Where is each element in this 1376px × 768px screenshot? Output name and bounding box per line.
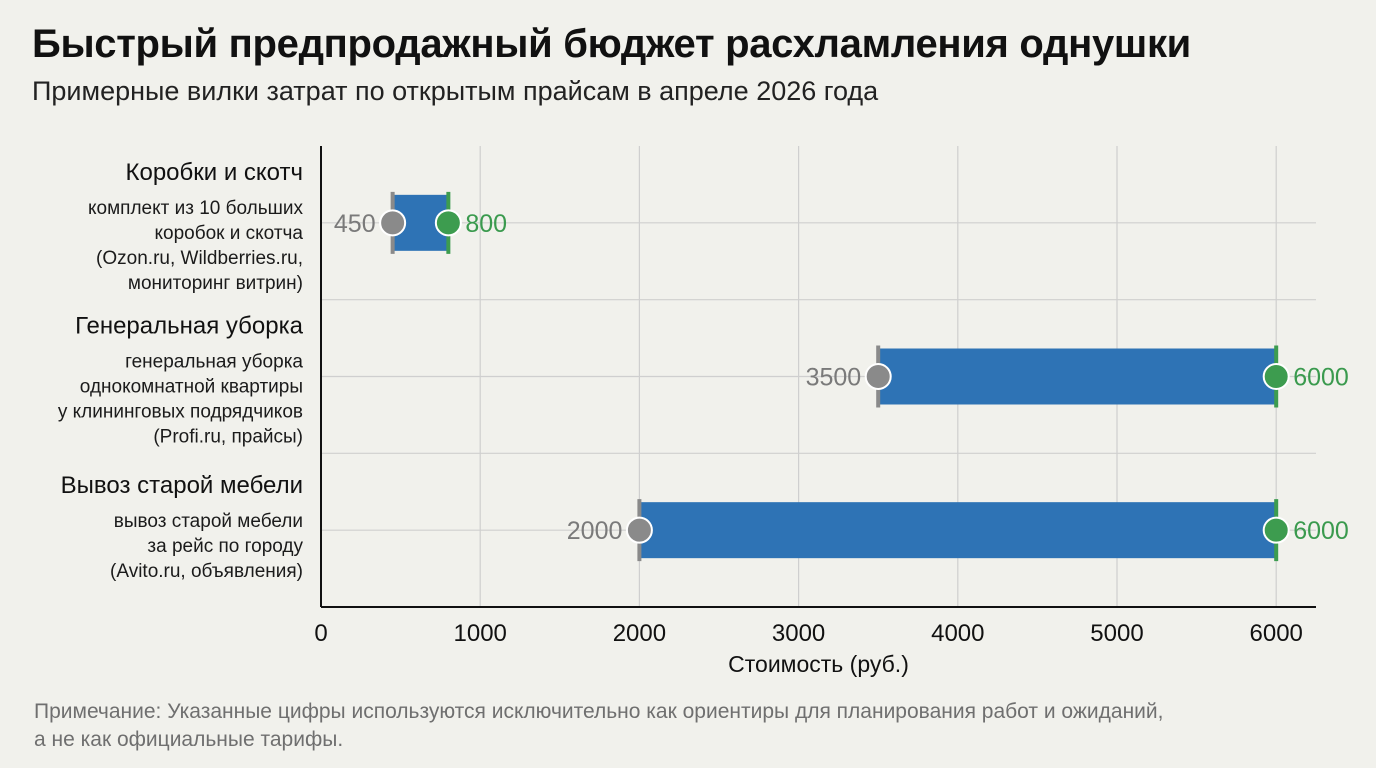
max-value-label: 6000 bbox=[1293, 517, 1349, 545]
footnote-line-2: а не как официальные тарифы. bbox=[34, 728, 344, 751]
category-description: за рейс по городу bbox=[147, 536, 303, 557]
category-description: коробок и скотча bbox=[154, 223, 303, 244]
range-bar bbox=[878, 348, 1277, 405]
range-bar bbox=[639, 502, 1277, 559]
category-description: мониторинг витрин) bbox=[128, 273, 303, 294]
category-description: (Ozon.ru, Wildberries.ru, bbox=[96, 248, 303, 269]
range-bar-chart: 0 1000 2000 3000 4000 5000 6000 Стоимость (руб.… bbox=[58, 146, 1349, 677]
x-tick-label: 0 bbox=[314, 620, 327, 647]
category-description: генеральная уборка bbox=[125, 352, 303, 373]
footnote: Примечание: Указанные цифры используются… bbox=[34, 698, 1334, 754]
min-marker bbox=[379, 209, 407, 237]
x-axis-title: Стоимость (руб.) bbox=[728, 651, 909, 677]
chart-title: Быстрый предпродажный бюджет расхламлени… bbox=[32, 22, 1191, 66]
category-title: Вывоз старой мебели bbox=[61, 472, 303, 499]
x-tick-label: 6000 bbox=[1250, 620, 1303, 647]
x-tick-label: 1000 bbox=[454, 620, 507, 647]
x-tick-label: 5000 bbox=[1090, 620, 1143, 647]
min-value-label: 3500 bbox=[806, 364, 862, 392]
category-title: Генеральная уборка bbox=[75, 313, 304, 340]
category-description: у клининговых подрядчиков bbox=[58, 402, 303, 423]
category-description: (Avito.ru, объявления) bbox=[110, 561, 303, 582]
category-description: комплект из 10 больших bbox=[88, 198, 303, 219]
min-marker bbox=[625, 516, 653, 544]
category-description: (Profi.ru, прайсы) bbox=[153, 427, 303, 448]
category-description: однокомнатной квартиры bbox=[80, 377, 303, 398]
x-tick-label: 4000 bbox=[931, 620, 984, 647]
footnote-line-1: Примечание: Указанные цифры используются… bbox=[34, 700, 1164, 723]
min-value-label: 450 bbox=[334, 210, 376, 238]
category-description: вывоз старой мебели bbox=[114, 511, 303, 532]
chart-subtitle: Примерные вилки затрат по открытым прайс… bbox=[32, 76, 879, 106]
max-marker bbox=[1262, 363, 1290, 390]
min-marker bbox=[864, 363, 892, 390]
x-tick-label: 3000 bbox=[772, 620, 825, 647]
max-marker bbox=[434, 209, 462, 237]
category-title: Коробки и скотч bbox=[125, 159, 303, 186]
max-value-label: 800 bbox=[465, 210, 507, 238]
x-tick-label: 2000 bbox=[613, 620, 666, 647]
min-value-label: 2000 bbox=[567, 517, 623, 545]
max-marker bbox=[1262, 516, 1290, 544]
max-value-label: 6000 bbox=[1293, 364, 1349, 392]
